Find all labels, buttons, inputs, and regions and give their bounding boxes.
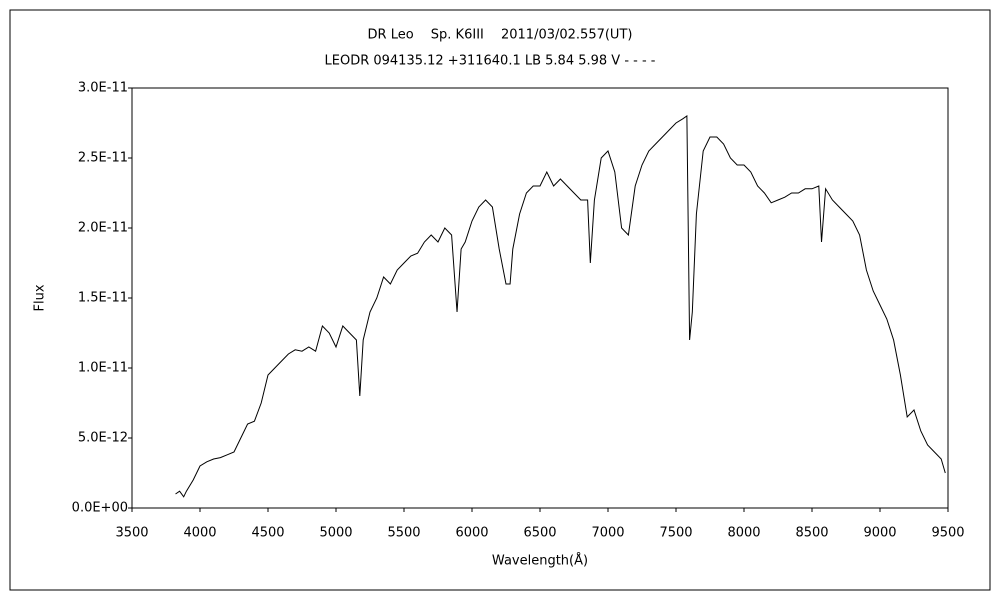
x-tick-label: 5000	[319, 526, 352, 541]
x-tick-label: 6000	[455, 526, 488, 541]
y-tick-label: 1.0E-11	[78, 361, 128, 376]
x-tick-label: 7500	[659, 526, 692, 541]
x-tick-label: 4000	[183, 526, 216, 541]
y-tick-label: 2.0E-11	[78, 221, 128, 236]
x-axis-label: Wavelength(Å)	[492, 553, 588, 569]
x-tick-label: 4500	[251, 526, 284, 541]
x-tick-label: 5500	[387, 526, 420, 541]
x-tick-label: 3500	[115, 526, 148, 541]
x-tick-label: 9000	[863, 526, 896, 541]
y-axis-label: Flux	[33, 284, 48, 311]
y-tick-label: 3.0E-11	[78, 81, 128, 96]
chart-subtitle: LEODR 094135.12 +311640.1 LB 5.84 5.98 V…	[325, 54, 656, 69]
y-tick-label: 0.0E+00	[72, 501, 128, 516]
chart-title: DR Leo Sp. K6III 2011/03/02.557(UT)	[368, 28, 633, 43]
y-tick-label: 2.5E-11	[78, 151, 128, 166]
frame	[9, 9, 991, 591]
x-tick-label: 8500	[795, 526, 828, 541]
y-tick-label: 5.0E-12	[78, 431, 128, 446]
x-tick-label: 6500	[523, 526, 556, 541]
spectrum-line	[175, 115, 946, 498]
x-tick-label: 9500	[931, 526, 964, 541]
x-tick-label: 7000	[591, 526, 624, 541]
x-tick-label: 8000	[727, 526, 760, 541]
y-tick-label: 1.5E-11	[78, 291, 128, 306]
